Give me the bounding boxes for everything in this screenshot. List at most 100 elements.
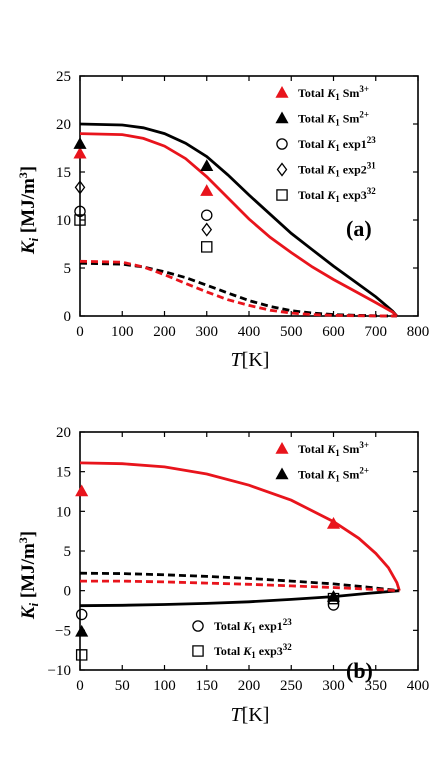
- legend-prefix: Total: [214, 644, 243, 658]
- legend-sup: 2+: [359, 110, 369, 120]
- curve-line: [79, 589, 400, 608]
- legend-var: K: [242, 619, 252, 633]
- x-tick-label: 100: [111, 324, 134, 340]
- legend-entry: Total K1 Sm2+: [298, 466, 369, 484]
- x-axis-var: T: [231, 349, 244, 371]
- y-tick-label: 0: [64, 309, 72, 325]
- data-point: [75, 649, 88, 661]
- data-point: [201, 222, 213, 237]
- x-tick-label: 400: [238, 324, 261, 340]
- y-axis-exp: 3: [16, 537, 30, 543]
- legend-marker: [275, 85, 289, 98]
- y-tick-label: −5: [55, 623, 71, 639]
- legend-prefix: Total: [298, 442, 327, 456]
- x-tick-label: 600: [322, 324, 345, 340]
- legend-prefix: Total: [298, 112, 327, 126]
- legend-post: Sm: [340, 86, 360, 100]
- curve-line: [80, 579, 400, 593]
- data-point: [200, 209, 213, 221]
- legend-sub: 1: [335, 194, 340, 204]
- curve-line: [79, 461, 401, 592]
- y-tick-label: 20: [56, 425, 71, 441]
- legend-post: exp2: [340, 163, 367, 177]
- x-tick-label: 150: [196, 678, 219, 694]
- legend-marker: [192, 645, 204, 657]
- panel-label: (a): [346, 216, 372, 241]
- legend-marker: [275, 441, 289, 454]
- legend-marker: [276, 138, 288, 150]
- legend-entry: Total K1 exp123: [298, 135, 376, 153]
- data-point: [73, 146, 87, 159]
- y-axis-unit: [MJ/m: [18, 178, 39, 238]
- x-tick-label: 350: [365, 678, 388, 694]
- legend-sup: 2+: [359, 466, 369, 476]
- y-axis-var: K: [18, 240, 39, 255]
- x-tick-label: 700: [365, 324, 388, 340]
- data-point: [200, 184, 214, 196]
- x-tick-label: 300: [196, 324, 219, 340]
- x-axis-var: T: [231, 704, 244, 726]
- legend-prefix: Total: [298, 163, 327, 177]
- legend-marker: [192, 620, 204, 632]
- data-point: [326, 589, 341, 602]
- x-tick-label: 250: [280, 678, 303, 694]
- chart-panel-b: 0 50 100 150 200 250 300 350 400 −10 −5 0 5 10 15 20 T[K…: [16, 425, 429, 726]
- legend-var: K: [326, 112, 336, 126]
- x-tick-label: 400: [407, 678, 430, 694]
- y-axis-sub: i: [26, 237, 41, 241]
- legend-sub: 1: [335, 118, 340, 128]
- legend-var: K: [326, 137, 336, 151]
- data-point: [73, 137, 87, 149]
- data-point: [75, 484, 89, 497]
- y-axis-close: ]: [18, 531, 39, 537]
- legend-entry: Total K1 exp231: [298, 161, 376, 179]
- legend-sub: 1: [251, 650, 256, 660]
- x-tick-label: 0: [76, 324, 84, 340]
- chart-panel-a: 0 100 200 300 400 500 600 700 800 0 5 10 15 20 25 T[K] K…: [16, 69, 429, 371]
- legend-var: K: [242, 644, 252, 658]
- y-axis-label: Ki [MJ/m3]: [16, 531, 41, 620]
- legend-sup: 31: [367, 161, 377, 171]
- legend-entry: Total K1 Sm3+: [298, 440, 369, 458]
- y-axis-close: ]: [18, 166, 39, 172]
- y-tick-label: 5: [64, 261, 72, 277]
- y-tick-label: 25: [56, 69, 71, 85]
- data-point: [74, 214, 86, 226]
- legend-entry: Total K1 exp123: [214, 617, 292, 635]
- legend-post: exp1: [340, 137, 367, 151]
- legend-sub: 1: [335, 92, 340, 102]
- y-tick-label: 10: [56, 504, 71, 520]
- y-tick-label: 0: [64, 584, 72, 600]
- x-tick-label: 100: [153, 678, 176, 694]
- y-axis-var: K: [18, 605, 39, 620]
- y-axis-unit: [MJ/m: [18, 543, 39, 603]
- legend-marker: [275, 467, 289, 480]
- legend-prefix: Total: [298, 188, 327, 202]
- curve-line: [79, 571, 400, 593]
- x-tick-label: 500: [280, 324, 303, 340]
- data-point: [327, 592, 340, 605]
- curve-line: [79, 122, 398, 317]
- legend-sub: 1: [251, 625, 256, 635]
- legend-entry: Total K1 Sm2+: [298, 110, 369, 128]
- legend-sup: 32: [283, 642, 293, 652]
- y-tick-label: 5: [64, 544, 72, 560]
- legend-post: Sm: [340, 468, 360, 482]
- x-axis-label: T[K]: [231, 349, 270, 371]
- legend-prefix: Total: [214, 619, 243, 633]
- x-axis-unit: [K]: [242, 349, 270, 371]
- x-axis-unit: [K]: [242, 704, 270, 726]
- legend-prefix: Total: [298, 137, 327, 151]
- y-axis-sub: i: [26, 602, 41, 606]
- legend-sup: 3+: [359, 440, 369, 450]
- legend-post: exp3: [340, 188, 367, 202]
- data-point: [327, 599, 340, 611]
- legend-var: K: [326, 188, 336, 202]
- legend-sub: 1: [335, 143, 340, 153]
- data-point: [326, 517, 341, 529]
- legend-post: Sm: [340, 442, 360, 456]
- x-tick-label: 0: [76, 678, 84, 694]
- data-point: [75, 608, 88, 621]
- legend-var: K: [326, 86, 336, 100]
- data-point: [74, 205, 86, 218]
